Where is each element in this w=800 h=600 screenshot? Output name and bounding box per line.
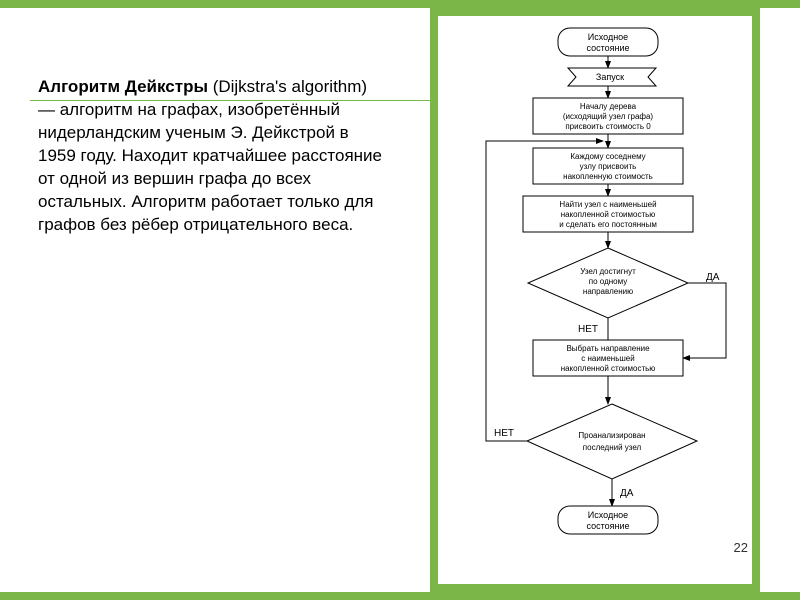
svg-text:Исходное: Исходное	[588, 510, 628, 520]
svg-text:НЕТ: НЕТ	[578, 324, 598, 335]
top-border	[0, 0, 800, 8]
svg-text:ДА: ДА	[706, 272, 720, 283]
svg-text:накопленной стоимостью: накопленной стоимостью	[561, 364, 656, 373]
flowchart-svg: Исходное состояние Запуск Началу дерева …	[438, 16, 752, 584]
svg-text:Проанализирован: Проанализирован	[578, 431, 645, 440]
svg-text:Каждому соседнему: Каждому соседнему	[570, 152, 645, 161]
svg-text:НЕТ: НЕТ	[494, 428, 514, 439]
svg-text:(исходящий узел графа): (исходящий узел графа)	[563, 112, 654, 121]
svg-text:ДА: ДА	[620, 488, 634, 499]
svg-text:присвоить стоимость 0: присвоить стоимость 0	[565, 122, 651, 131]
svg-text:накопленной стоимостью: накопленной стоимостью	[561, 210, 656, 219]
svg-text:Запуск: Запуск	[596, 72, 624, 82]
svg-text:Исходное: Исходное	[588, 32, 628, 42]
description-title: Алгоритм Дейкстры	[38, 77, 208, 96]
svg-text:с наименьшей: с наименьшей	[581, 354, 634, 363]
svg-text:состояние: состояние	[586, 521, 629, 531]
svg-text:накопленную стоимость: накопленную стоимость	[563, 172, 653, 181]
svg-text:и сделать его постоянным: и сделать его постоянным	[559, 220, 657, 229]
flowchart-panel: Исходное состояние Запуск Началу дерева …	[430, 8, 760, 592]
page-number: 22	[734, 540, 748, 555]
bottom-border	[0, 592, 800, 600]
description-text: Алгоритм Дейкстры (Dijkstra's algorithm)…	[38, 76, 388, 237]
svg-text:направлению: направлению	[583, 287, 633, 296]
slide: Алгоритм Дейкстры (Dijkstra's algorithm)…	[0, 0, 800, 600]
svg-text:Узел достигнут: Узел достигнут	[580, 267, 636, 276]
svg-text:Началу дерева: Началу дерева	[580, 102, 637, 111]
svg-text:последний узел: последний узел	[583, 443, 642, 452]
description-body: (Dijkstra's algorithm) — алгоритм на гра…	[38, 77, 382, 234]
svg-text:Выбрать направление: Выбрать направление	[566, 344, 650, 353]
svg-text:состояние: состояние	[586, 43, 629, 53]
svg-text:по одному: по одному	[589, 277, 627, 286]
svg-text:узлу присвоить: узлу присвоить	[580, 162, 637, 171]
svg-text:Найти узел с наименьшей: Найти узел с наименьшей	[559, 200, 656, 209]
